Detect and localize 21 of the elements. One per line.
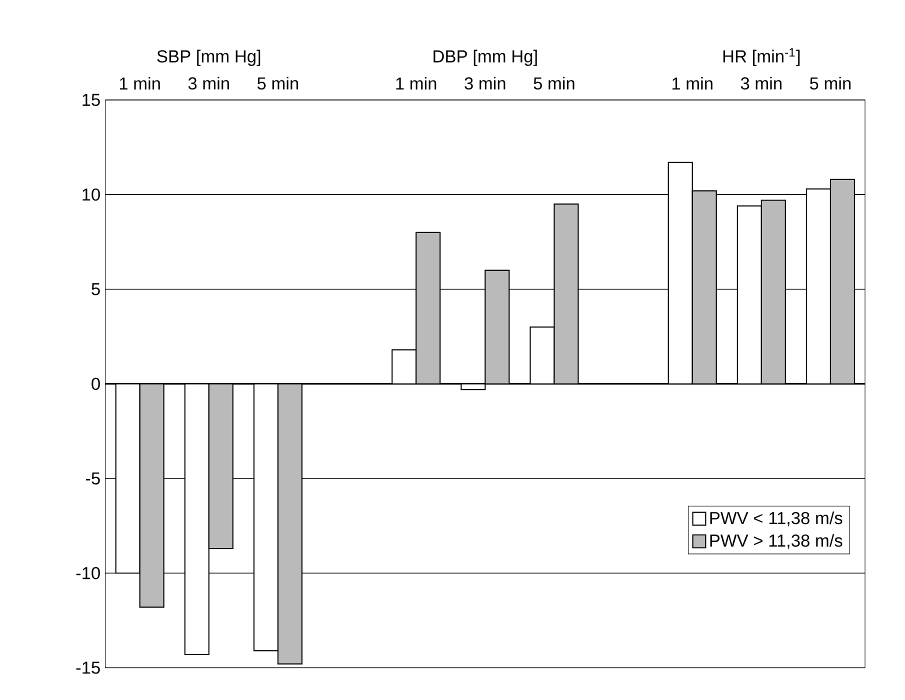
text: SBP [mm Hg] xyxy=(157,50,260,66)
text: HR [min$^{-1}$] xyxy=(723,48,800,66)
x-tick-label: 3 min xyxy=(188,76,229,90)
y-tick-label: 5 xyxy=(92,283,100,296)
legend-label: PWV > 11,38 m/s xyxy=(710,534,842,549)
x-tick-label: 1 min xyxy=(396,77,436,90)
x-tick-label: 5 min xyxy=(534,76,574,90)
y-tick-label: -15 xyxy=(76,662,100,674)
x-tick-label: 1 min xyxy=(120,77,160,90)
y-tick-label: -5 xyxy=(86,472,100,485)
x-tick-label: 5 min xyxy=(257,76,298,90)
y-tick-label: 0 xyxy=(92,378,100,390)
x-tick-label: 3 min xyxy=(740,76,782,90)
y-tick-label: 15 xyxy=(82,94,100,106)
legend-label: PWV < 11,38 m/s xyxy=(710,512,842,526)
y-tick-label: 10 xyxy=(82,188,100,201)
text: DBP [mm Hg] xyxy=(434,50,537,66)
x-tick-label: 1 min xyxy=(672,77,712,90)
x-tick-label: 5 min xyxy=(810,76,851,90)
y-tick-label: -10 xyxy=(76,567,100,580)
x-tick-label: 3 min xyxy=(464,76,506,90)
